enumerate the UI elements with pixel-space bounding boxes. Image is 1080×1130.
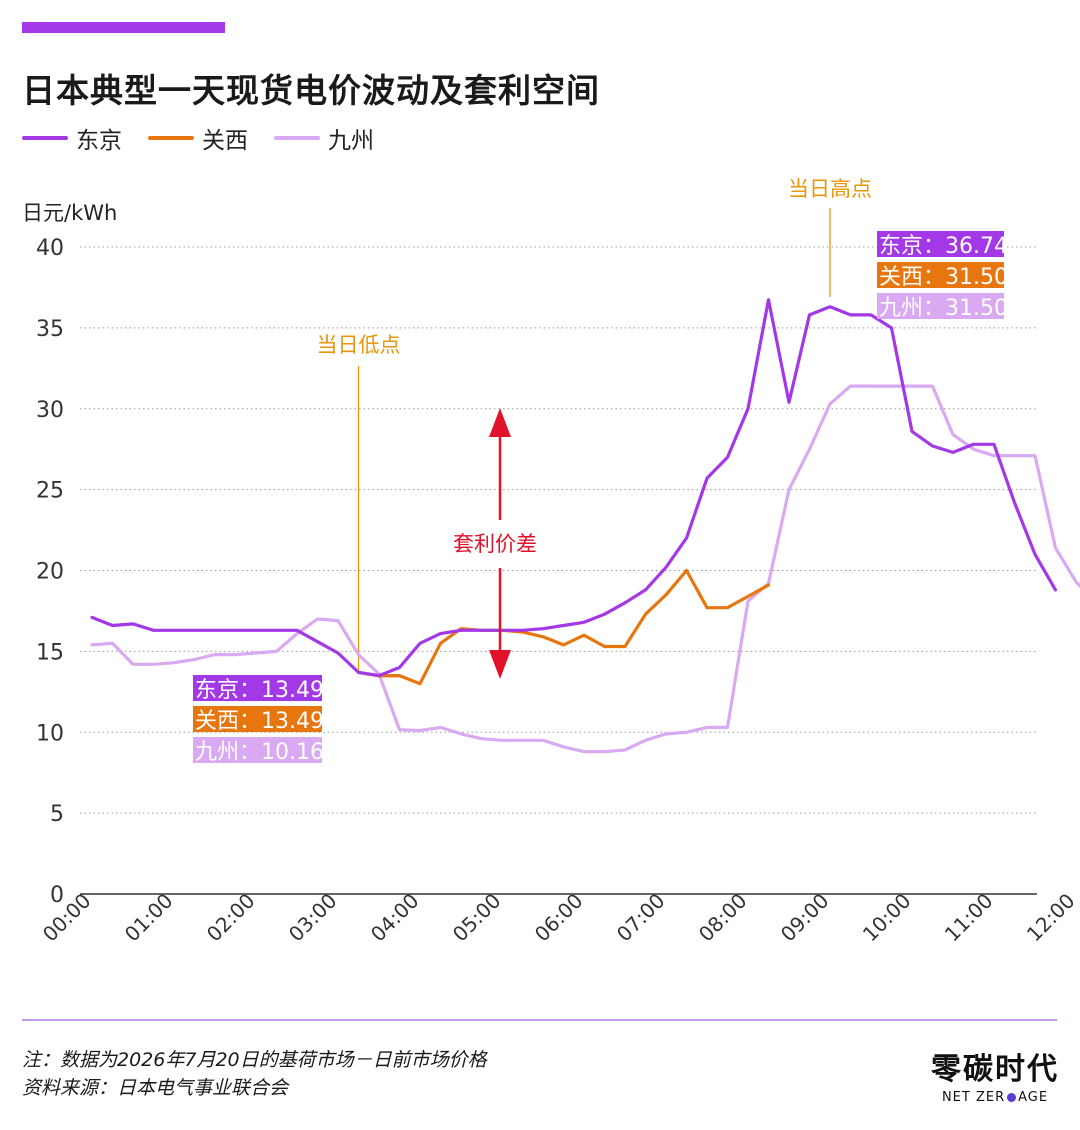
x-tick-label: 05:00 [448,889,506,947]
series-line-tokyo [90,298,1058,678]
logo-dot-icon [1007,1093,1017,1102]
legend-label-kyushu: 九州 [328,128,374,154]
x-tick-label: 01:00 [120,889,178,947]
low-point-label: 当日低点 [317,333,401,357]
spread-arrow-head-up [489,408,511,437]
legend-swatch-kyushu [274,136,320,140]
x-tick-label: 07:00 [612,889,670,947]
x-tick-label: 06:00 [530,889,588,947]
low-value-badge-bg [193,675,322,701]
high-value-badge-bg [877,293,1004,319]
low-value-badge-bg [193,706,322,732]
logo-text-en-right: AGE [1018,1090,1049,1105]
series-line-kansai [356,568,771,686]
x-tick-label: 11:00 [940,889,998,947]
y-tick-label: 20 [36,560,64,585]
y-tick-label: 10 [36,721,64,746]
footnote-note: 注：数据为2026年7月20日的基荷市场－日前市场价格 [22,1049,487,1071]
legend-item-kansai: 关西 [148,121,248,155]
line-chart: 日元/kWh 0 5 10 15 20 25 30 35 40 00:00 01:00 02:00 03:… [22,177,1080,947]
footer-divider [22,1019,1057,1021]
high-value-badge: 关西：31.50 [879,265,1008,290]
x-tick-label: 00:00 [38,889,96,947]
legend-label-tokyo: 东京 [76,128,122,154]
spread-arrow-head-down [489,650,511,679]
series-line-kyushu [90,384,1080,754]
legend-swatch-kansai [148,136,194,140]
x-tick-label: 03:00 [284,889,342,947]
spread-label: 套利价差 [453,532,537,556]
y-tick-label: 25 [36,479,64,504]
y-tick-label: 15 [36,640,64,665]
low-value-badge: 关西：13.49 [195,709,324,734]
footnote-source: 资料来源：日本电气事业联合会 [22,1077,289,1099]
x-tick-label: 09:00 [776,889,834,947]
high-value-badge-bg [877,231,1004,257]
legend-label-kansai: 关西 [202,128,248,154]
low-value-badge-bg [193,737,322,763]
logo-text-cn: 零碳时代 [931,1052,1059,1087]
high-point-label: 当日高点 [788,177,872,201]
footnote: 注：数据为2026年7月20日的基荷市场－日前市场价格 资料来源：日本电气事业联… [22,1046,487,1102]
x-tick-label: 12:00 [1022,889,1080,947]
x-tick-label: 08:00 [694,889,752,947]
y-tick-label: 30 [36,398,64,423]
y-tick-label: 5 [50,802,64,827]
y-tick-label: 40 [36,236,64,261]
x-tick-label: 04:00 [366,889,424,947]
x-tick-label: 10:00 [858,889,916,947]
brand-logo: 零碳时代 NET ZER AGE [930,1044,1060,1105]
logo-text-en: NET ZER AGE [930,1090,1060,1105]
y-tick-label: 35 [36,317,64,342]
low-value-badge: 东京：13.49 [195,678,324,703]
legend-item-kyushu: 九州 [274,121,374,155]
legend: 东京 关西 九州 [22,120,400,156]
legend-swatch-tokyo [22,136,68,140]
high-value-badge: 九州：31.50 [879,296,1008,321]
x-tick-label: 02:00 [202,889,260,947]
y-axis-label: 日元/kWh [22,201,117,225]
high-value-badge: 东京：36.74 [879,234,1008,259]
low-value-badge: 九州：10.16 [195,740,324,765]
high-value-badge-bg [877,262,1004,288]
y-tick-label: 0 [50,883,64,908]
top-accent-bar [22,22,225,33]
logo-text-en-left: NET ZER [941,1090,1006,1105]
chart-title: 日本典型一天现货电价波动及套利空间 [22,71,600,110]
legend-item-tokyo: 东京 [22,121,122,155]
